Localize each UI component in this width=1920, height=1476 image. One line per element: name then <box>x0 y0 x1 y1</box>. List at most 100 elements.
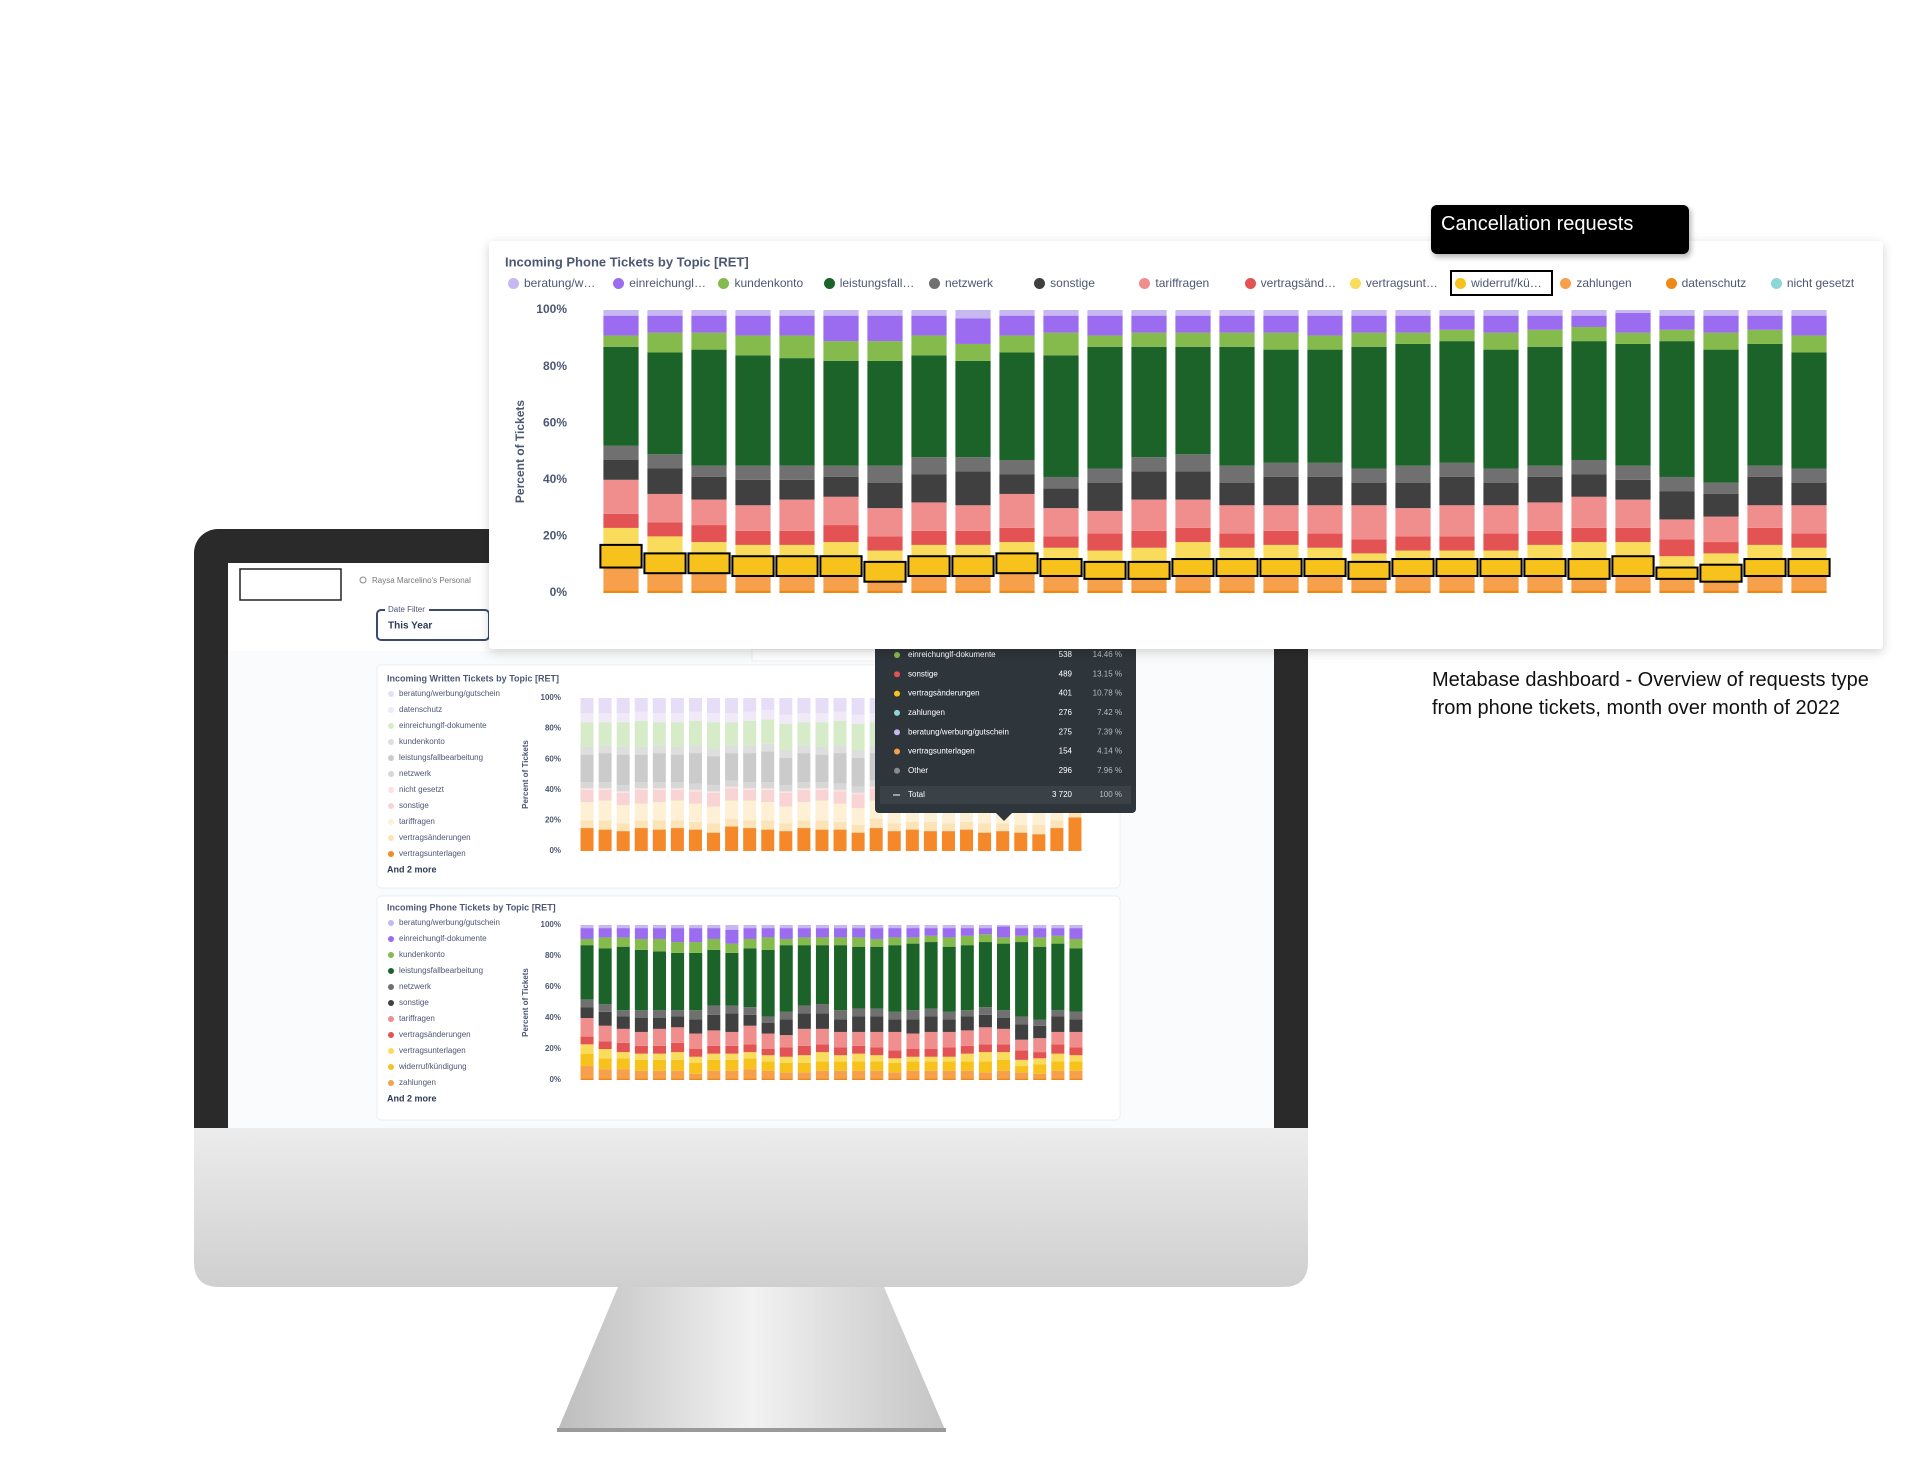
legend-label: zahlungen <box>399 1078 436 1087</box>
bar-segment <box>761 1033 775 1049</box>
bar-segment <box>634 698 648 712</box>
legend-item[interactable]: widerruf/kündigung <box>1450 270 1554 296</box>
legend-item[interactable]: tariffragen <box>1136 272 1235 294</box>
legend-dot <box>718 277 730 289</box>
bar-segment <box>797 1055 811 1063</box>
tooltip-count: 276 <box>1059 708 1073 717</box>
bar-segment <box>1307 547 1343 560</box>
bar-segment <box>691 315 727 333</box>
highlighted-segment <box>1039 558 1083 578</box>
bar-segment <box>834 925 848 929</box>
bar-segment <box>671 942 685 953</box>
bar-segment <box>924 1049 938 1057</box>
bar-segment <box>823 315 859 342</box>
bar-segment <box>815 789 829 801</box>
bar-segment <box>867 581 903 591</box>
bar-segment <box>815 1078 829 1080</box>
legend-item[interactable]: leistungsfallbearbeitung <box>821 272 920 294</box>
legend-item[interactable]: einreichunglf-dokumente <box>610 272 709 294</box>
bar-segment <box>689 925 703 929</box>
bar-segment <box>1659 539 1695 557</box>
bar-segment <box>1615 590 1651 593</box>
bar-segment <box>743 800 757 821</box>
bar-segment <box>1219 332 1255 347</box>
bar-segment <box>823 310 859 316</box>
bar-segment <box>725 800 739 819</box>
bar-segment <box>1483 576 1519 591</box>
bar-segment <box>1351 468 1387 483</box>
bar-segment <box>911 457 947 475</box>
highlighted-segment <box>1787 558 1831 578</box>
legend-item[interactable]: vertragsänderungen <box>1242 272 1341 294</box>
highlighted-segment <box>643 552 687 575</box>
legend-item[interactable]: sonstige <box>1031 272 1130 294</box>
legend-dot <box>1560 277 1572 289</box>
bar-segment <box>1659 476 1695 492</box>
bar-segment <box>797 745 811 754</box>
bar-segment <box>634 828 648 851</box>
bar-segment <box>779 938 793 946</box>
bar-segment <box>735 544 771 557</box>
bar-segment <box>616 1078 630 1080</box>
bar-segment <box>616 722 630 747</box>
bar-segment <box>761 928 775 938</box>
bar-segment <box>1033 1052 1047 1059</box>
bar-segment <box>851 832 865 851</box>
bar-segment <box>1747 465 1783 477</box>
bar-segment <box>815 1028 829 1045</box>
bar-segment <box>996 1028 1011 1045</box>
bar-segment <box>580 746 594 755</box>
legend-item[interactable]: nicht gesetzt <box>1768 272 1867 294</box>
bar-segment <box>634 788 648 790</box>
bar-segment <box>647 573 683 591</box>
bar-segment <box>833 789 847 792</box>
bar-segment <box>870 925 884 929</box>
bar-segment <box>1659 590 1695 593</box>
bar-segment <box>797 1045 811 1056</box>
tooltip-percent: 7.39 % <box>1097 727 1122 736</box>
bar-segment <box>1033 1019 1047 1026</box>
legend-item[interactable]: vertragsunterlagen <box>1347 272 1446 294</box>
bar-segment <box>870 1078 884 1080</box>
bar-segment <box>779 792 793 807</box>
legend-item[interactable]: zahlungen <box>1557 272 1656 294</box>
bar-segment <box>671 1078 685 1080</box>
bar-segment <box>671 1052 685 1060</box>
bar-segment <box>689 1062 703 1074</box>
bar-segment <box>689 1056 703 1063</box>
bar-segment <box>1069 1047 1083 1056</box>
legend-dot <box>388 968 394 974</box>
bar-segment <box>797 937 811 946</box>
bar-segment <box>1791 352 1827 469</box>
bar-segment <box>634 1059 648 1071</box>
bar-segment <box>598 1049 612 1059</box>
bar-segment <box>743 789 757 801</box>
bar-segment <box>1033 1058 1047 1065</box>
bar-segment <box>670 746 684 755</box>
bar-segment <box>743 828 757 851</box>
bar-segment <box>978 1044 992 1053</box>
legend-item[interactable]: beratung/werbung/gutschein <box>505 272 604 294</box>
bar-segment <box>743 788 757 790</box>
legend-label: vertragsunterlagen <box>399 1046 466 1055</box>
legend-item[interactable]: datenschutz <box>1663 272 1762 294</box>
bar-segment <box>1439 476 1475 506</box>
bar-segment <box>834 928 848 938</box>
bar-segment <box>924 1008 938 1017</box>
bar-segment <box>867 315 903 342</box>
bar-segment <box>924 1016 938 1032</box>
written-title: Incoming Written Tickets by Topic [RET] <box>387 673 559 683</box>
bar-segment <box>743 928 757 939</box>
legend-item[interactable]: netzwerk <box>926 272 1025 294</box>
legend-item[interactable]: kundenkonto <box>715 272 814 294</box>
legend-dot <box>388 755 394 761</box>
bar-segment <box>670 789 684 801</box>
bar-segment <box>1395 590 1431 593</box>
bar-segment <box>1087 578 1123 591</box>
bar-segment <box>725 698 739 714</box>
highlighted-segment <box>1743 558 1787 578</box>
bar-segment <box>779 823 793 832</box>
bar-segment <box>1351 539 1387 554</box>
bar-segment <box>1014 832 1028 851</box>
bar-segment <box>1043 547 1079 560</box>
